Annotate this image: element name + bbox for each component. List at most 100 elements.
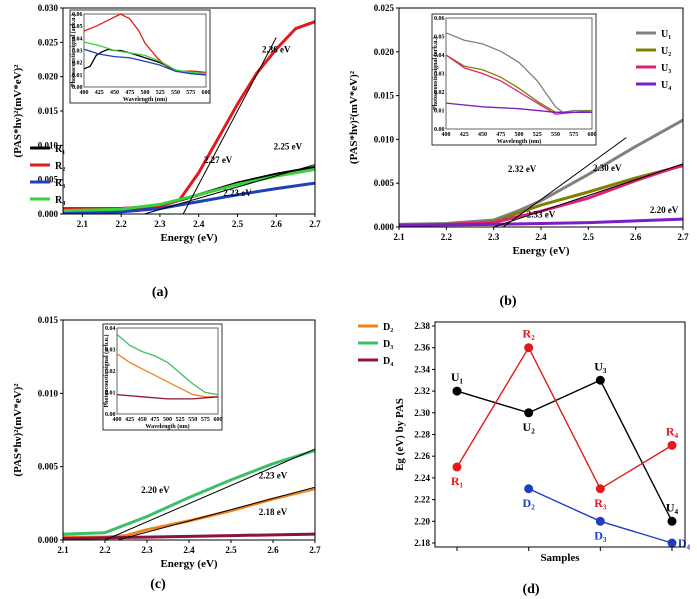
inset-x-tick-c: 425 [125,417,134,423]
x-axis-label-c: Energy (eV) [160,558,217,570]
inset-x-label-c: Wavelength (nm) [145,423,189,430]
legend-entry-c-2: D₄ [383,356,393,367]
annotation-b-0: 2.32 eV [508,164,537,174]
inset-y-tick-b: 0.01 [434,109,445,115]
y-tick-label-a: 0.030 [38,3,59,13]
y-tick-label-b: 0.000 [374,222,395,232]
inset-series-b-0 [445,32,592,113]
inset-x-tick-a: 400 [80,90,89,96]
inset-plot-area-b [445,17,593,130]
inset-y-tick-c: 0.03 [105,348,116,354]
point-label-R-4: R₄ [666,424,679,438]
inset-y-tick-a: 0.06 [72,12,83,18]
inset-y-label-b: Photoacoustic signal (arb.u.) [432,37,439,110]
point-label-R-3: R₃ [594,496,607,510]
point-label-R-1: R₁ [451,474,464,488]
inset-x-tick-c: 500 [163,417,172,423]
plot-frame-c [62,319,316,541]
fit-line-a-1 [144,164,316,215]
y-tick-label-a: 0.010 [38,140,59,150]
inset-x-tick-a: 500 [141,90,150,96]
y-tick-label-d: 2.34 [414,364,430,374]
point-D-4 [667,538,677,548]
x-tick-label-b: 2.5 [583,232,595,242]
inset-y-tick-c: 0.01 [105,391,116,397]
x-tick-label-c: 2.3 [141,545,153,555]
inset-x-tick-b: 525 [533,132,542,138]
chart-d: 2.18 2.20 2.22 2.24 2.26 2.28 2.30 2.32 2.34 2.36… [394,321,691,564]
inset-x-tick-c: 450 [138,417,147,423]
inset-x-tick-b: 475 [496,132,505,138]
point-R-2 [524,343,534,353]
x-tick-label-a: 2.5 [232,219,244,229]
y-tick-label-a: 0.005 [38,175,59,185]
point-label-D-2: D₂ [523,496,536,510]
fit-line-c-1 [117,486,316,541]
point-U-2 [524,408,534,418]
inset-chart-c: 400 425 450 475 500 525 550 575 600 0.00 0.01 0.02 0… [102,323,223,431]
y-tick-label-c: 0.010 [38,388,59,398]
y-tick-label-d: 2.28 [414,430,430,440]
inset-x-tick-b: 550 [551,132,560,138]
point-U-3 [595,375,605,385]
inset-y-tick-b: 0.03 [434,72,445,78]
series-line-d-R [456,346,673,490]
chart-a: 2.1 2.2 2.3 2.4 2.5 2.6 2.7 0.000 0.005 0.010 0.01… [12,3,321,244]
inset-series-a-3 [83,41,207,75]
plot-frame-d [434,321,686,548]
legend-entry-b-1: U₂ [661,46,671,57]
annotation-b-1: 2.30 eV [593,163,622,173]
y-tick-label-d: 2.20 [414,516,430,526]
y-tick-label-a: 0.020 [38,72,59,82]
y-tick-label-c: 0.000 [38,535,59,545]
y-tick-label-d: 2.36 [414,343,430,353]
point-label-R-2: R₂ [523,327,536,341]
annotation-b-3: 2.20 eV [650,205,679,215]
series-line-a-2 [62,181,316,215]
x-tick-label-b: 2.6 [630,232,642,242]
inset-x-tick-c: 475 [150,417,159,423]
y-tick-label-a: 0.000 [38,209,59,219]
inset-x-tick-c: 525 [176,417,185,423]
inset-frame-c [102,323,223,431]
x-tick-label-c: 2.2 [99,545,111,555]
inset-x-tick-b: 425 [460,132,469,138]
series-line-d-U [456,379,673,522]
inset-chart-a: 400 425 450 475 500 525 550 575 600 0.00 0.01 0.02 0… [69,9,211,104]
x-axis-label-d: Samples [540,552,580,564]
inset-y-tick-a: 0.01 [72,73,83,79]
inset-y-tick-b: 0.02 [434,90,445,96]
annotation-c-1: 2.23 eV [259,470,288,480]
x-tick-label-c: 2.7 [309,545,321,555]
point-label-D-4: D₄ [678,536,691,550]
inset-y-tick-b: 0.00 [434,127,445,133]
inset-plot-area-a [83,13,207,88]
inset-x-tick-a: 425 [95,90,104,96]
point-U-1 [452,386,462,396]
inset-x-label-a: Wavelength (nm) [123,96,167,103]
plot-frame-a [62,7,316,215]
inset-series-c-1 [116,353,218,398]
inset-x-tick-c: 400 [113,417,122,423]
inset-plot-area-c [116,327,219,415]
point-U-4 [667,516,677,526]
annotation-b-2: 2.33 eV [527,209,556,219]
y-tick-label-d: 2.30 [414,408,430,418]
legend-entry-c-0: D₂ [383,322,393,333]
annotation-a-3: 2.23 eV [223,188,252,198]
plot-frame-b [398,7,684,228]
y-tick-label-d: 2.18 [414,538,430,548]
inset-y-tick-c: 0.00 [105,412,116,418]
x-tick-label-a: 2.2 [116,219,128,229]
x-tick-label-c: 2.5 [225,545,237,555]
legend-entry-a-0: R₁ [55,144,65,155]
fit-line-c-0 [104,448,316,541]
inset-x-tick-a: 475 [125,90,134,96]
point-R-4 [667,440,677,450]
inset-y-tick-a: 0.05 [72,24,83,30]
inset-x-tick-b: 450 [478,132,487,138]
x-tick-label-b: 2.4 [535,232,547,242]
inset-series-b-3 [445,102,592,113]
point-label-D-3: D₃ [594,528,607,542]
